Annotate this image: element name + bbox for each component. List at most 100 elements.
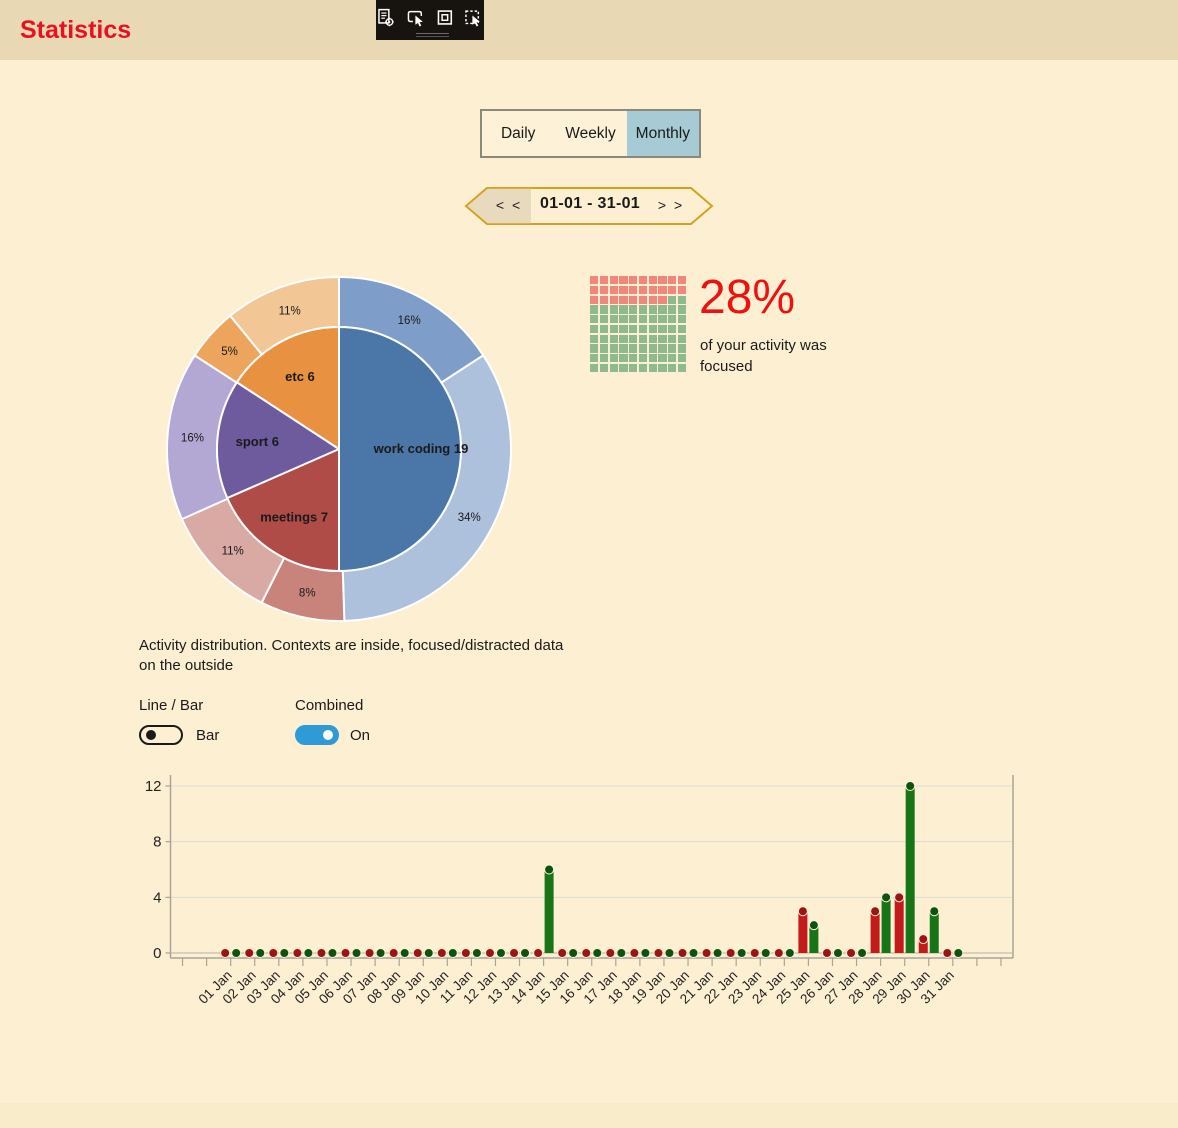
waffle-cell-focused (648, 276, 657, 285)
marker-red (533, 948, 544, 958)
waffle-cell-other (609, 315, 618, 324)
waffle-cell-other (648, 334, 657, 343)
marker-green (760, 948, 771, 958)
waffle-cell-other (629, 305, 638, 314)
waffle-cell-focused (658, 285, 667, 294)
sunburst-outer-label: 11% (279, 306, 301, 318)
waffle-cell-other (609, 334, 618, 343)
waffle-cell-other (599, 305, 608, 314)
marker-red (484, 948, 495, 958)
waffle-cell-other (678, 324, 687, 334)
capture-toolbar (376, 0, 484, 40)
waffle-cell-other (648, 305, 657, 314)
bar-green (544, 869, 554, 953)
marker-green (784, 948, 795, 958)
waffle-cell-other (590, 354, 599, 363)
marker-red (412, 948, 423, 958)
waffle-cell-other (629, 364, 638, 373)
period-tabs: Daily Weekly Monthly (480, 109, 701, 158)
sunburst-outer-label: 8% (299, 588, 316, 600)
waffle-cell-other (619, 334, 628, 343)
y-tick-label: 8 (153, 834, 161, 851)
next-range-button[interactable]: > > (657, 197, 685, 213)
prev-range-button[interactable]: < < (495, 197, 523, 213)
waffle-cell-other (609, 305, 618, 314)
marker-red (340, 948, 351, 958)
page-title: Statistics (20, 16, 132, 44)
tab-daily[interactable]: Daily (482, 111, 554, 156)
waffle-cell-other (648, 344, 657, 353)
waffle-cell-focused (638, 295, 648, 304)
waffle-cell-focused (590, 276, 599, 285)
waffle-cell-other (599, 344, 608, 353)
bar-red (918, 939, 928, 953)
bar-green (809, 925, 819, 953)
marker-red (629, 948, 640, 958)
combined-toggle[interactable] (295, 725, 339, 745)
report-target-icon[interactable] (376, 7, 396, 29)
waffle-cell-other (658, 364, 667, 373)
waffle-cell-other (619, 354, 628, 363)
combined-toggle-value: On (350, 727, 371, 744)
marker-red (677, 948, 688, 958)
waffle-cell-focused (599, 295, 608, 304)
marker-green (351, 948, 362, 958)
marker-red (918, 934, 929, 945)
waffle-cell-other (658, 305, 667, 314)
waffle-cell-other (658, 315, 667, 324)
select-element-icon[interactable] (463, 7, 484, 29)
select-window-icon[interactable] (405, 7, 426, 29)
waffle-cell-other (638, 344, 648, 353)
bar-green (881, 897, 891, 953)
tab-weekly-label: Weekly (565, 124, 616, 142)
marker-green (544, 864, 555, 875)
waffle-cell-focused (599, 276, 608, 285)
marker-green (640, 948, 651, 958)
waffle-cell-other (668, 334, 677, 343)
marker-red (846, 948, 857, 958)
waffle-cell-focused (599, 285, 608, 294)
toolbar-drag-handle[interactable] (416, 33, 449, 37)
waffle-cell-other (638, 305, 648, 314)
marker-green (399, 948, 410, 958)
sunburst-outer-label: 16% (181, 433, 204, 445)
waffle-cell-other (619, 315, 628, 324)
tab-monthly[interactable]: Monthly (626, 111, 699, 156)
tab-weekly[interactable]: Weekly (554, 111, 626, 156)
waffle-cell-focused (609, 295, 618, 304)
waffle-cell-other (629, 324, 638, 334)
waffle-cell-focused (658, 295, 667, 304)
highlight-square-icon[interactable] (435, 7, 455, 29)
marker-green (375, 948, 386, 958)
marker-green (327, 948, 338, 958)
marker-green (447, 948, 458, 958)
waffle-cell-other (678, 315, 687, 324)
y-tick-label: 4 (153, 889, 161, 906)
sunburst-inner-segment (226, 448, 340, 572)
marker-green (303, 948, 314, 958)
waffle-cell-other (638, 354, 648, 363)
marker-red (388, 948, 399, 958)
waffle-cell-other (638, 315, 648, 324)
sunburst-inner-segment (235, 326, 340, 450)
date-range-label: 01-01 - 31-01 (540, 195, 640, 212)
waffle-cell-other (668, 305, 677, 314)
waffle-cell-other (668, 295, 677, 304)
waffle-cell-other (609, 364, 618, 373)
line-bar-toggle[interactable] (139, 725, 183, 745)
marker-green (929, 906, 940, 917)
waffle-cell-other (648, 315, 657, 324)
sunburst-outer-label: 11% (222, 545, 244, 557)
waffle-cell-other (648, 324, 657, 334)
waffle-cell-focused (658, 276, 667, 285)
marker-green (953, 948, 964, 958)
marker-red (364, 948, 375, 958)
waffle-cell-other (648, 354, 657, 363)
prev-range-zone[interactable] (467, 188, 532, 224)
marker-red (773, 948, 784, 958)
waffle-cell-other (619, 344, 628, 353)
bar-green (905, 786, 915, 953)
waffle-cell-other (619, 364, 628, 373)
tab-monthly-label: Monthly (635, 124, 690, 142)
waffle-cell-other (590, 344, 599, 353)
